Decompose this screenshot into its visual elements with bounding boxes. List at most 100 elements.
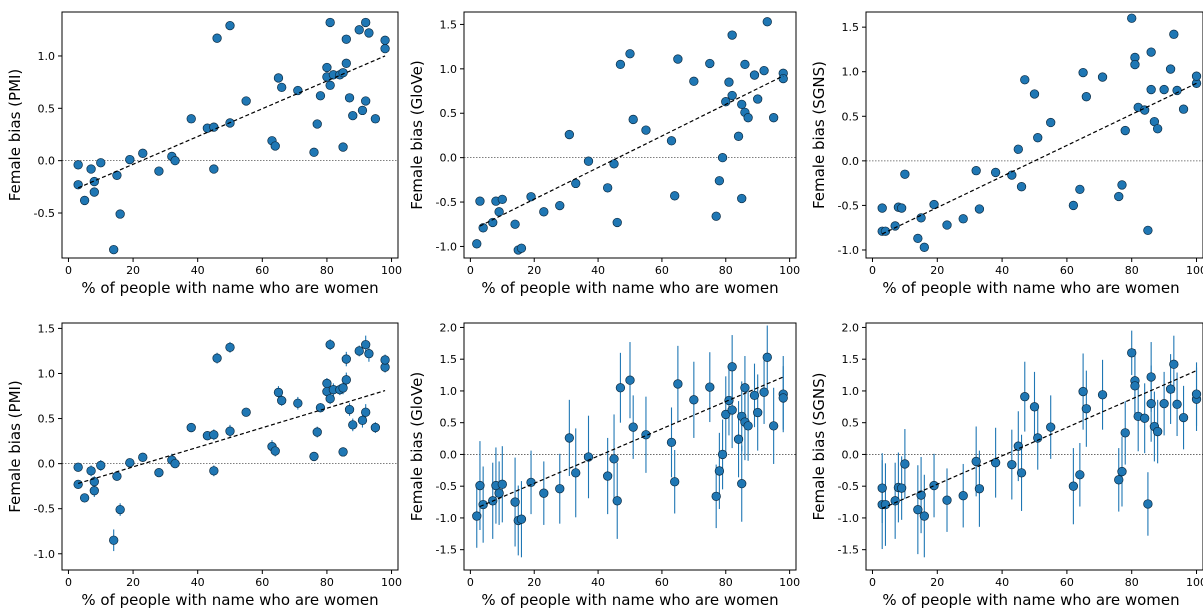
x-tick-label: 40 [591, 576, 605, 589]
data-point [890, 221, 900, 231]
data-point [338, 447, 348, 457]
data-point [673, 54, 683, 64]
x-tick-label: 80 [719, 576, 733, 589]
x-tick-label: 80 [1125, 576, 1139, 589]
y-axis-label: Female bias (PMI) [6, 69, 24, 202]
x-tick-label: 60 [1060, 264, 1074, 277]
data-point [942, 220, 952, 230]
data-point [737, 193, 747, 204]
data-point [309, 147, 319, 157]
y-tick-label: -0.5 [34, 503, 55, 516]
data-point [673, 379, 683, 389]
data-point [737, 478, 747, 489]
data-point [361, 339, 371, 350]
data-point [1191, 389, 1202, 399]
data-point [778, 393, 788, 403]
data-point [625, 375, 635, 385]
data-point [1169, 359, 1179, 369]
data-point [1191, 71, 1202, 81]
data-point [1146, 84, 1156, 95]
data-point [364, 28, 374, 38]
y-tick-label: 0.0 [38, 458, 56, 471]
data-point [896, 483, 907, 493]
y-tick-label: 0.0 [440, 448, 458, 461]
x-tick-label: 80 [320, 576, 334, 589]
data-point [603, 183, 613, 193]
data-point [666, 437, 677, 448]
data-point [711, 491, 721, 501]
x-tick-label: 0 [467, 264, 474, 277]
data-point [89, 486, 99, 496]
data-point [293, 398, 303, 408]
data-point [86, 466, 96, 476]
data-point [1078, 67, 1088, 78]
data-point [705, 382, 715, 392]
x-tick-label: 100 [1186, 264, 1203, 277]
x-tick-label: 60 [655, 264, 669, 277]
y-tick-label: -1.0 [34, 548, 55, 561]
data-point [721, 409, 731, 420]
data-point [539, 488, 549, 498]
data-point [338, 383, 348, 393]
data-point [322, 378, 332, 389]
data-point [1097, 390, 1108, 400]
chart-panel-1: 0 20 40 60 80 100 -0.5 0.0 0.5 1.0 % of people wit… [6, 11, 402, 297]
data-point [612, 496, 622, 506]
data-point [1029, 402, 1040, 412]
data-point [717, 449, 728, 460]
x-tick-label: 100 [779, 264, 800, 277]
data-point [625, 49, 635, 59]
y-axis-label: Female bias (SGNS) [810, 61, 828, 209]
data-point [1172, 399, 1182, 409]
y-tick-label: 1.0 [38, 367, 56, 380]
y-tick-label: 0.5 [440, 417, 458, 430]
data-point [209, 164, 219, 174]
data-point [341, 58, 351, 68]
data-point [753, 94, 763, 104]
data-point [1029, 89, 1040, 99]
data-point [1178, 412, 1189, 423]
x-tick-label: 60 [255, 264, 269, 277]
data-point [241, 407, 251, 417]
chart-panel-2: 0 20 40 60 80 100 -1.0 -0.5 0.0 0.5 1.0 1.5 % of peo… [408, 11, 800, 297]
data-point [612, 217, 622, 228]
y-tick-label: 1.5 [842, 21, 860, 34]
y-tick-label: 1.5 [842, 353, 860, 366]
plot-frame [61, 11, 399, 259]
data-point [641, 125, 651, 135]
data-point [325, 17, 335, 28]
data-point [209, 122, 219, 132]
data-point [1016, 468, 1027, 478]
data-point [325, 80, 335, 90]
data-point [138, 148, 148, 158]
data-point [1152, 426, 1163, 437]
data-point [1097, 72, 1108, 82]
data-point [896, 203, 907, 213]
data-point [727, 362, 737, 372]
trend-line [77, 55, 386, 189]
trend-line [479, 75, 784, 227]
x-tick-label: 0 [467, 576, 474, 589]
data-point [1081, 404, 1091, 414]
data-point [753, 407, 763, 418]
data-point [942, 495, 952, 505]
data-point [1120, 125, 1130, 136]
data-point [109, 244, 119, 255]
data-point [1143, 499, 1153, 509]
data-point [1130, 381, 1140, 391]
x-tick-label: 20 [126, 576, 140, 589]
y-tick-label: 1.0 [38, 50, 56, 63]
data-point [724, 77, 734, 87]
data-point [79, 493, 90, 503]
data-point [1075, 184, 1085, 195]
data-point [583, 156, 594, 166]
y-axis-label: Female bias (GloVe) [408, 60, 426, 209]
trend-line [881, 370, 1197, 509]
data-point [1127, 348, 1137, 358]
x-tick-label: 40 [191, 576, 205, 589]
data-point [539, 207, 549, 217]
data-point [724, 395, 734, 406]
data-point [759, 387, 769, 397]
data-point [628, 114, 638, 125]
chart-panel-6: 0 20 40 60 80 100 -1.5 -1.0 -0.5 0.0 0.5 1.0 1.5 2.0%… [810, 321, 1203, 609]
